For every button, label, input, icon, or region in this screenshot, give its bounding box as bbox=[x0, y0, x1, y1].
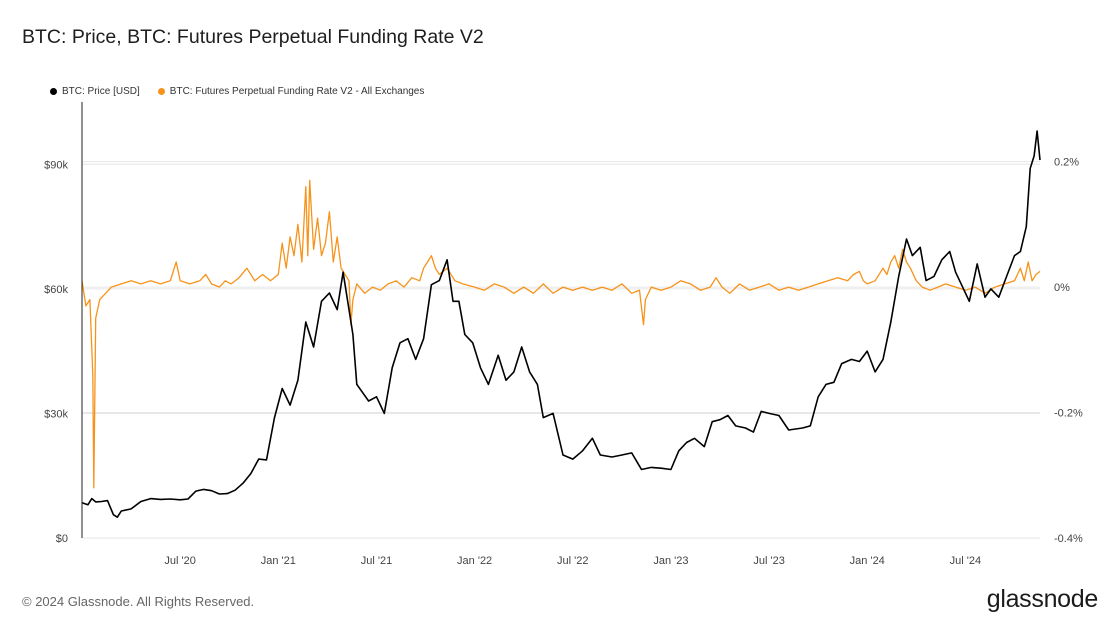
left-axis-tick-label: $90k bbox=[44, 159, 68, 171]
x-axis-tick-label: Jul '22 bbox=[557, 555, 588, 567]
price-series-line bbox=[81, 130, 1041, 518]
left-axis-ticks: $0 $30k $60k $90k bbox=[44, 159, 68, 545]
legend: BTC: Price [USD] BTC: Futures Perpetual … bbox=[50, 86, 424, 97]
x-axis-tick-label: Jul '24 bbox=[950, 555, 981, 567]
gridlines bbox=[82, 161, 1040, 539]
x-axis-tick-label: Jul '21 bbox=[361, 555, 392, 567]
x-axis-tick-label: Jan '22 bbox=[457, 555, 492, 567]
right-axis-ticks: -0.4% -0.2% 0% 0.2% bbox=[1054, 157, 1083, 545]
left-axis-tick-label: $0 bbox=[56, 533, 68, 545]
right-axis-tick-label: -0.4% bbox=[1054, 533, 1083, 545]
right-axis-tick-label: -0.2% bbox=[1054, 408, 1083, 420]
right-axis-tick-label: 0% bbox=[1054, 282, 1070, 294]
chart-title: BTC: Price, BTC: Futures Perpetual Fundi… bbox=[22, 26, 484, 48]
x-axis-ticks: Jul '20 Jan '21 Jul '21 Jan '22 Jul '22 Jan '… bbox=[164, 555, 981, 567]
price-dot-icon bbox=[50, 88, 57, 95]
legend-label-funding: BTC: Futures Perpetual Funding Rate V2 -… bbox=[169, 86, 425, 97]
legend-label-price: BTC: Price [USD] bbox=[62, 86, 140, 97]
glassnode-logo[interactable]: glassnode bbox=[986, 585, 1099, 613]
legend-item-price[interactable]: BTC: Price [USD] bbox=[50, 86, 140, 97]
x-axis-tick-label: Jul '20 bbox=[164, 555, 195, 567]
legend-item-funding[interactable]: BTC: Futures Perpetual Funding Rate V2 -… bbox=[157, 86, 425, 97]
x-axis-tick-label: Jan '21 bbox=[261, 555, 296, 567]
x-axis-tick-label: Jan '24 bbox=[850, 555, 885, 567]
copyright-text: © 2024 Glassnode. All Rights Reserved. bbox=[22, 594, 255, 609]
funding-dot-icon bbox=[157, 88, 165, 95]
x-axis-tick-label: Jul '23 bbox=[753, 555, 784, 567]
x-axis-tick-label: Jan '23 bbox=[653, 555, 688, 567]
funding-rate-series-line bbox=[81, 179, 1041, 489]
right-axis-tick-label: 0.2% bbox=[1054, 157, 1079, 169]
left-axis-tick-label: $60k bbox=[44, 284, 68, 296]
left-axis-tick-label: $30k bbox=[44, 408, 68, 420]
